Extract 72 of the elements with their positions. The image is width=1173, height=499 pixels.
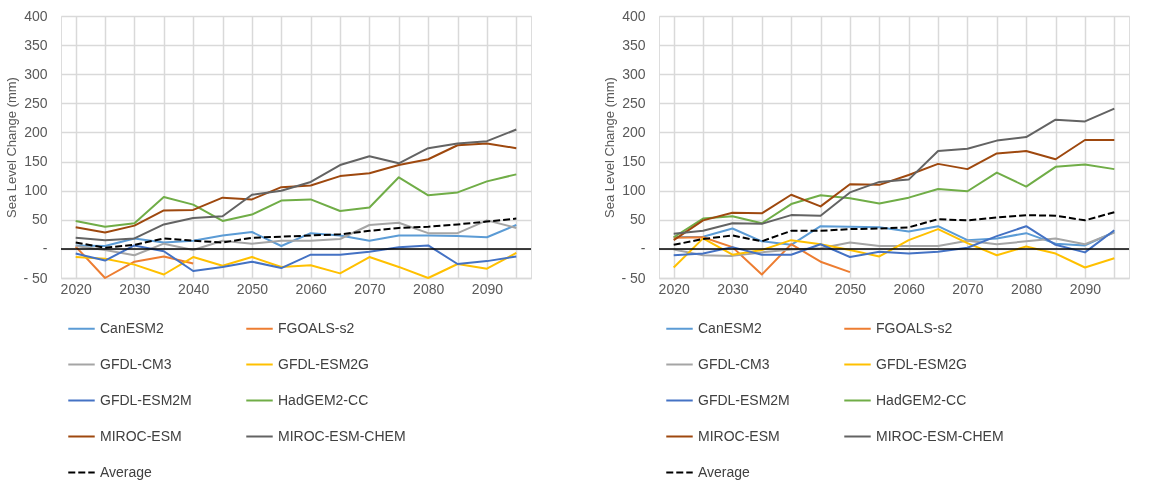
legend-label: HadGEM2-CC [278,391,369,408]
y-tick-label: 300 [24,65,48,82]
y-tick-label: 300 [622,65,646,82]
line-series [672,139,1116,242]
legend-label: GFDL-CM3 [698,355,770,372]
line-series [74,224,518,247]
line-series [672,231,1116,257]
line-series [672,163,1116,239]
y-tick-label: - [42,240,48,257]
y-tick-label: 100 [24,182,48,199]
y-tick-label: 250 [24,94,48,111]
x-tick-label: 2050 [236,280,269,297]
y-tick-label: 250 [622,94,646,111]
line-series [74,219,518,257]
line-series [672,211,1116,246]
x-tick-label: 2080 [1011,280,1043,297]
line-series [74,142,518,234]
legend-label: FGOALS-s2 [278,319,355,336]
legend-label: GFDL-ESM2M [100,391,192,408]
legend-label: GFDL-ESM2G [876,355,968,372]
x-tick-label: 2050 [834,280,867,297]
line-series [74,244,518,273]
line-series [74,251,518,279]
legend-label: GFDL-CM3 [100,355,172,372]
legend-label: FGOALS-s2 [876,319,953,336]
x-tick-label: 2090 [471,280,504,297]
line-series [74,245,195,279]
x-tick-label: 2020 [658,280,690,297]
y-tick-label: 50 [31,211,48,228]
x-tick-label: 2030 [717,280,749,297]
y-tick-label: 150 [24,153,48,170]
y-tick-label: 350 [622,36,646,53]
y-tick-label: 350 [24,36,48,53]
y-tick-label: - 50 [23,269,48,286]
line-series [672,225,1116,259]
y-axis-title: Sea Level Change (mm) [4,77,20,218]
legend-label: GFDL-ESM2M [698,391,790,408]
line-series [74,128,518,242]
line-series [672,107,1116,235]
x-tick-label: 2040 [776,280,808,297]
legend-label: GFDL-ESM2G [278,355,370,372]
y-tick-label: 200 [24,123,48,140]
legend-label: MIROC-ESM [100,427,182,444]
x-tick-label: 2080 [413,280,445,297]
legend-label: Average [100,463,153,480]
x-tick-label: 2060 [893,280,925,297]
x-tick-label: 2090 [1069,280,1102,297]
y-tick-label: - [640,240,646,257]
legend-label: MIROC-ESM [698,427,780,444]
x-tick-label: 2030 [119,280,151,297]
x-tick-label: 2070 [952,280,984,297]
x-tick-label: 2060 [295,280,327,297]
legend-label: CanESM2 [698,319,763,336]
y-axis-title: Sea Level Change (mm) [602,77,618,218]
x-tick-label: 2040 [178,280,210,297]
legend-label: MIROC-ESM-CHEM [278,427,406,444]
x-tick-label: 2070 [354,280,386,297]
y-tick-label: 400 [24,7,48,24]
line-series [672,236,851,276]
legend-label: MIROC-ESM-CHEM [876,427,1004,444]
line-series [74,173,518,228]
legend-label: CanESM2 [100,319,165,336]
y-tick-label: 100 [622,182,646,199]
x-tick-label: 2020 [60,280,92,297]
y-tick-label: 400 [622,7,646,24]
legend-label: HadGEM2-CC [876,391,967,408]
y-tick-label: - 50 [621,269,646,286]
y-tick-label: 200 [622,123,646,140]
legend-label: Average [698,463,751,480]
line-series [672,228,1116,269]
y-tick-label: 50 [629,211,646,228]
y-tick-label: 150 [622,153,646,170]
